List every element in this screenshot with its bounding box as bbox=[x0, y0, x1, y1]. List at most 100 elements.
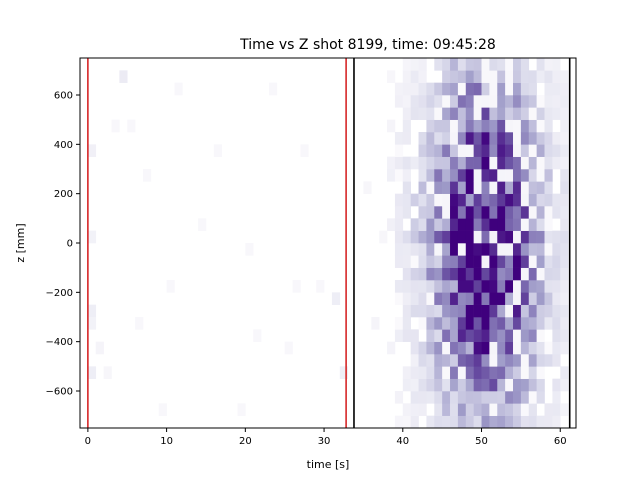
heatmap-bin bbox=[544, 230, 553, 244]
heatmap-bin bbox=[394, 132, 404, 145]
heatmap-bin bbox=[489, 230, 498, 244]
heatmap-bin bbox=[457, 304, 467, 318]
heatmap-bin bbox=[434, 317, 443, 330]
heatmap-bin bbox=[434, 391, 443, 404]
heatmap-bin bbox=[402, 156, 411, 170]
heatmap-bin bbox=[450, 107, 459, 120]
heatmap-bin bbox=[402, 119, 411, 133]
heatmap-bin bbox=[552, 280, 561, 293]
heatmap-bin bbox=[552, 58, 561, 71]
heatmap-bin bbox=[560, 119, 569, 133]
heatmap-bin bbox=[560, 267, 569, 281]
heatmap-bin bbox=[536, 341, 545, 355]
heatmap-bin bbox=[457, 391, 467, 404]
heatmap-bin bbox=[520, 58, 530, 71]
heatmap-bin bbox=[410, 243, 419, 256]
heatmap-bin bbox=[536, 391, 545, 404]
heatmap-bin bbox=[402, 243, 411, 256]
heatmap-bin bbox=[528, 292, 537, 305]
heatmap-bin bbox=[426, 415, 435, 429]
heatmap-bin bbox=[560, 144, 569, 157]
heatmap-bin bbox=[457, 70, 467, 83]
heatmap-bin bbox=[410, 82, 419, 96]
heatmap-bin bbox=[497, 169, 506, 182]
heatmap-bin bbox=[536, 156, 545, 170]
heatmap-bin bbox=[536, 378, 545, 392]
heatmap-bin bbox=[450, 415, 459, 429]
heatmap-bin bbox=[457, 280, 467, 293]
heatmap-bin bbox=[544, 193, 553, 207]
heatmap-bin bbox=[497, 193, 506, 207]
heatmap-bin bbox=[426, 144, 435, 157]
heatmap-bin bbox=[473, 193, 482, 207]
heatmap-bin bbox=[513, 70, 522, 83]
heatmap-bin bbox=[513, 132, 522, 145]
heatmap-bin bbox=[497, 292, 506, 305]
heatmap-bin bbox=[410, 95, 419, 108]
heatmap-bin bbox=[552, 304, 561, 318]
heatmap-bin bbox=[528, 354, 537, 367]
heatmap-bin bbox=[513, 193, 522, 207]
x-axis: 0 10 20 30 40 50 60 bbox=[85, 428, 567, 447]
heatmap-bin bbox=[520, 230, 530, 244]
heatmap-bin bbox=[410, 267, 419, 281]
heatmap-bin bbox=[442, 206, 451, 219]
heatmap-bin bbox=[536, 280, 545, 293]
heatmap-bin bbox=[513, 82, 522, 96]
heatmap-bin bbox=[528, 95, 537, 108]
heatmap-bin bbox=[513, 181, 522, 194]
heatmap-bin bbox=[442, 70, 451, 83]
heatmap-bin bbox=[497, 107, 506, 120]
heatmap-bin bbox=[402, 415, 411, 429]
heatmap-bin bbox=[426, 267, 435, 281]
heatmap-bin bbox=[481, 280, 490, 293]
heatmap-bin bbox=[450, 391, 459, 404]
heatmap-bin bbox=[473, 378, 482, 392]
heatmap-bin bbox=[481, 156, 490, 170]
heatmap-bin bbox=[528, 267, 537, 281]
heatmap-bin bbox=[552, 341, 561, 355]
heatmap-bin bbox=[473, 82, 482, 96]
y-tick-label: −600 bbox=[46, 387, 73, 398]
heatmap-bin bbox=[426, 119, 435, 133]
heatmap-bin bbox=[505, 255, 514, 268]
heatmap-bin bbox=[552, 156, 561, 170]
heatmap-bin bbox=[418, 304, 427, 318]
heatmap-bin bbox=[426, 391, 435, 404]
heatmap-bin bbox=[536, 415, 545, 429]
heatmap-bin bbox=[465, 243, 474, 256]
heatmap-bin bbox=[418, 107, 427, 120]
heatmap-bin bbox=[473, 292, 482, 305]
heatmap-bin bbox=[457, 95, 467, 108]
heatmap-bin bbox=[434, 378, 443, 392]
heatmap-bin bbox=[473, 341, 482, 355]
heatmap-bin bbox=[481, 415, 490, 429]
heatmap-bin bbox=[520, 415, 530, 429]
heatmap-bin bbox=[402, 193, 411, 207]
heatmap-bin bbox=[394, 95, 404, 108]
heatmap-bin bbox=[552, 391, 561, 404]
heatmap-bin bbox=[418, 255, 427, 268]
heatmap-bin bbox=[552, 267, 561, 281]
heatmap-bin bbox=[473, 366, 482, 379]
heatmap-bin bbox=[434, 82, 443, 96]
heatmap-bin bbox=[528, 366, 537, 379]
x-tick-label: 30 bbox=[318, 436, 331, 447]
heatmap-bin bbox=[426, 280, 435, 293]
y-tick-label: 600 bbox=[54, 91, 73, 102]
heatmap-bin bbox=[536, 193, 545, 207]
heatmap-bin bbox=[418, 95, 427, 108]
heatmap-bin bbox=[450, 304, 459, 318]
heatmap-bin bbox=[544, 58, 553, 71]
heatmap-bin bbox=[450, 292, 459, 305]
heatmap-bin bbox=[505, 181, 514, 194]
heatmap-bin bbox=[473, 107, 482, 120]
x-tick-label: 10 bbox=[160, 436, 173, 447]
heatmap-bin bbox=[481, 341, 490, 355]
heatmap-bin bbox=[528, 317, 537, 330]
heatmap-bin bbox=[544, 70, 553, 83]
heatmap-bin bbox=[442, 391, 451, 404]
heatmap-bin bbox=[418, 366, 427, 379]
heatmap-bin bbox=[528, 403, 537, 416]
heatmap-bin bbox=[87, 304, 97, 318]
